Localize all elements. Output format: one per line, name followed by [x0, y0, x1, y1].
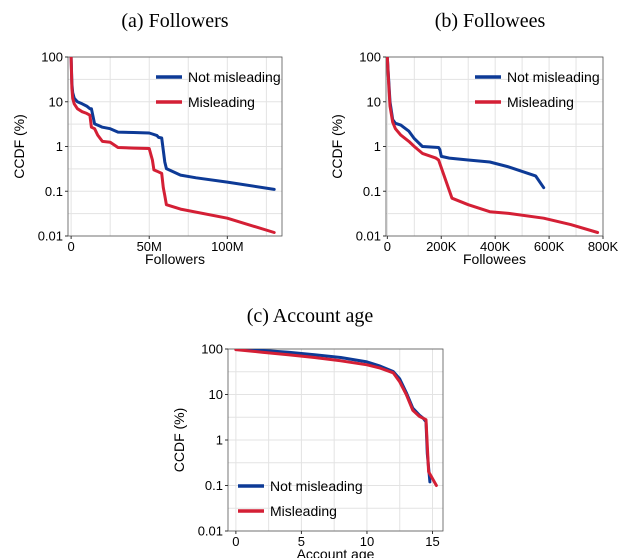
x-tick-label: 50M [137, 239, 162, 254]
y-axis-label: CCDF (%) [11, 114, 27, 179]
x-tick-label: 600K [534, 239, 565, 254]
legend-label: Not misleading [507, 69, 600, 85]
legend: Not misleading Misleading [238, 478, 363, 519]
legend-label: Misleading [188, 94, 255, 110]
x-axis-label: Account age [297, 546, 375, 558]
legend-label: Not misleading [270, 478, 363, 494]
legend: Not misleading Misleading [475, 69, 600, 110]
x-tick-label: 800K [588, 239, 619, 254]
y-tick-label: 1 [374, 139, 381, 154]
panel-title: (b) Followees [435, 10, 546, 32]
y-tick-label: 100 [41, 50, 63, 65]
y-tick-label: 1 [56, 139, 63, 154]
chart-panel-3: 0.01 0.1 1 10 100 0 5 10 15 Account age CCDF (%) (c… [171, 305, 444, 558]
legend: Not misleading Misleading [156, 69, 281, 110]
series-line-misleading [234, 349, 438, 487]
series-line-not-misleading [69, 57, 276, 191]
legend-label: Not misleading [188, 69, 281, 85]
x-tick-label: 100M [211, 239, 244, 254]
y-tick-label: 10 [209, 387, 223, 402]
y-axis-label: CCDF (%) [329, 114, 345, 179]
x-tick-label: 200K [426, 239, 457, 254]
series-line-not-misleading [234, 349, 432, 484]
y-tick-label: 0.1 [363, 184, 381, 199]
y-tick-label: 0.1 [205, 478, 223, 493]
legend-label: Misleading [270, 503, 337, 519]
y-tick-label: 0.1 [45, 184, 63, 199]
x-axis-label: Followees [463, 251, 526, 267]
x-tick-label: 0 [384, 239, 391, 254]
x-tick-label: 0 [232, 534, 239, 549]
y-tick-label: 10 [367, 94, 381, 109]
panel-title: (a) Followers [121, 10, 228, 32]
x-axis-label: Followers [145, 251, 205, 267]
chart-panel-2: 0.01 0.1 1 10 100 0 200K 400K 600K 800K Followees C… [329, 10, 619, 267]
series-line-misleading [386, 57, 600, 234]
x-tick-label: 10 [360, 534, 374, 549]
y-tick-label: 0.01 [198, 524, 223, 539]
series-line-misleading [69, 57, 276, 234]
y-axis-label: CCDF (%) [171, 408, 187, 473]
x-tick-label: 5 [298, 534, 305, 549]
x-tick-label: 0 [68, 239, 75, 254]
y-tick-label: 100 [201, 342, 223, 357]
x-tick-label: 400K [480, 239, 511, 254]
panel-title: (c) Account age [247, 305, 374, 327]
legend-label: Misleading [507, 94, 574, 110]
y-tick-label: 100 [359, 50, 381, 65]
y-tick-label: 0.01 [356, 229, 381, 244]
y-tick-label: 0.01 [38, 229, 63, 244]
x-tick-label: 15 [425, 534, 439, 549]
chart-panel-1: 0.01 0.1 1 10 100 0 50M 100M Followers CCDF (%) (a… [11, 10, 283, 267]
y-tick-label: 1 [216, 433, 223, 448]
y-tick-label: 10 [49, 94, 63, 109]
